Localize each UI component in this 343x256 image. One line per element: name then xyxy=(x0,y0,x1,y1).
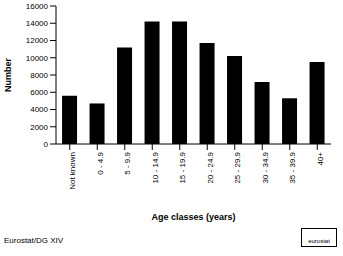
svg-text:5 - 9.9: 5 - 9.9 xyxy=(123,151,132,174)
svg-text:6000: 6000 xyxy=(30,88,48,97)
svg-text:20 - 24.9: 20 - 24.9 xyxy=(206,151,215,183)
svg-text:0 - 4.9: 0 - 4.9 xyxy=(96,151,105,174)
svg-text:Not known: Not known xyxy=(68,152,77,190)
svg-text:4000: 4000 xyxy=(30,105,48,114)
html-text:eurostat: eurostat xyxy=(308,238,330,244)
svg-text:8000: 8000 xyxy=(30,71,48,80)
svg-text:25 - 29.9: 25 - 29.9 xyxy=(233,151,242,183)
svg-text:Number: Number xyxy=(8,58,13,93)
svg-text:12000: 12000 xyxy=(26,36,49,45)
svg-text:30 - 34.9: 30 - 34.9 xyxy=(261,151,270,183)
svg-text:15 - 19.9: 15 - 19.9 xyxy=(178,151,187,183)
svg-text:2000: 2000 xyxy=(30,123,48,132)
html-text:Eurostat/DG XIV: Eurostat/DG XIV xyxy=(4,236,64,245)
svg-text:10000: 10000 xyxy=(26,54,49,63)
svg-text:10 - 14.9: 10 - 14.9 xyxy=(151,151,160,183)
svg-text:14000: 14000 xyxy=(26,19,49,28)
svg-text:Age classes (years): Age classes (years) xyxy=(151,212,235,222)
svg-text:16000: 16000 xyxy=(26,2,49,11)
svg-text:0: 0 xyxy=(44,140,49,149)
svg-text:40+: 40+ xyxy=(316,152,325,166)
svg-text:35 - 39.9: 35 - 39.9 xyxy=(288,151,297,183)
